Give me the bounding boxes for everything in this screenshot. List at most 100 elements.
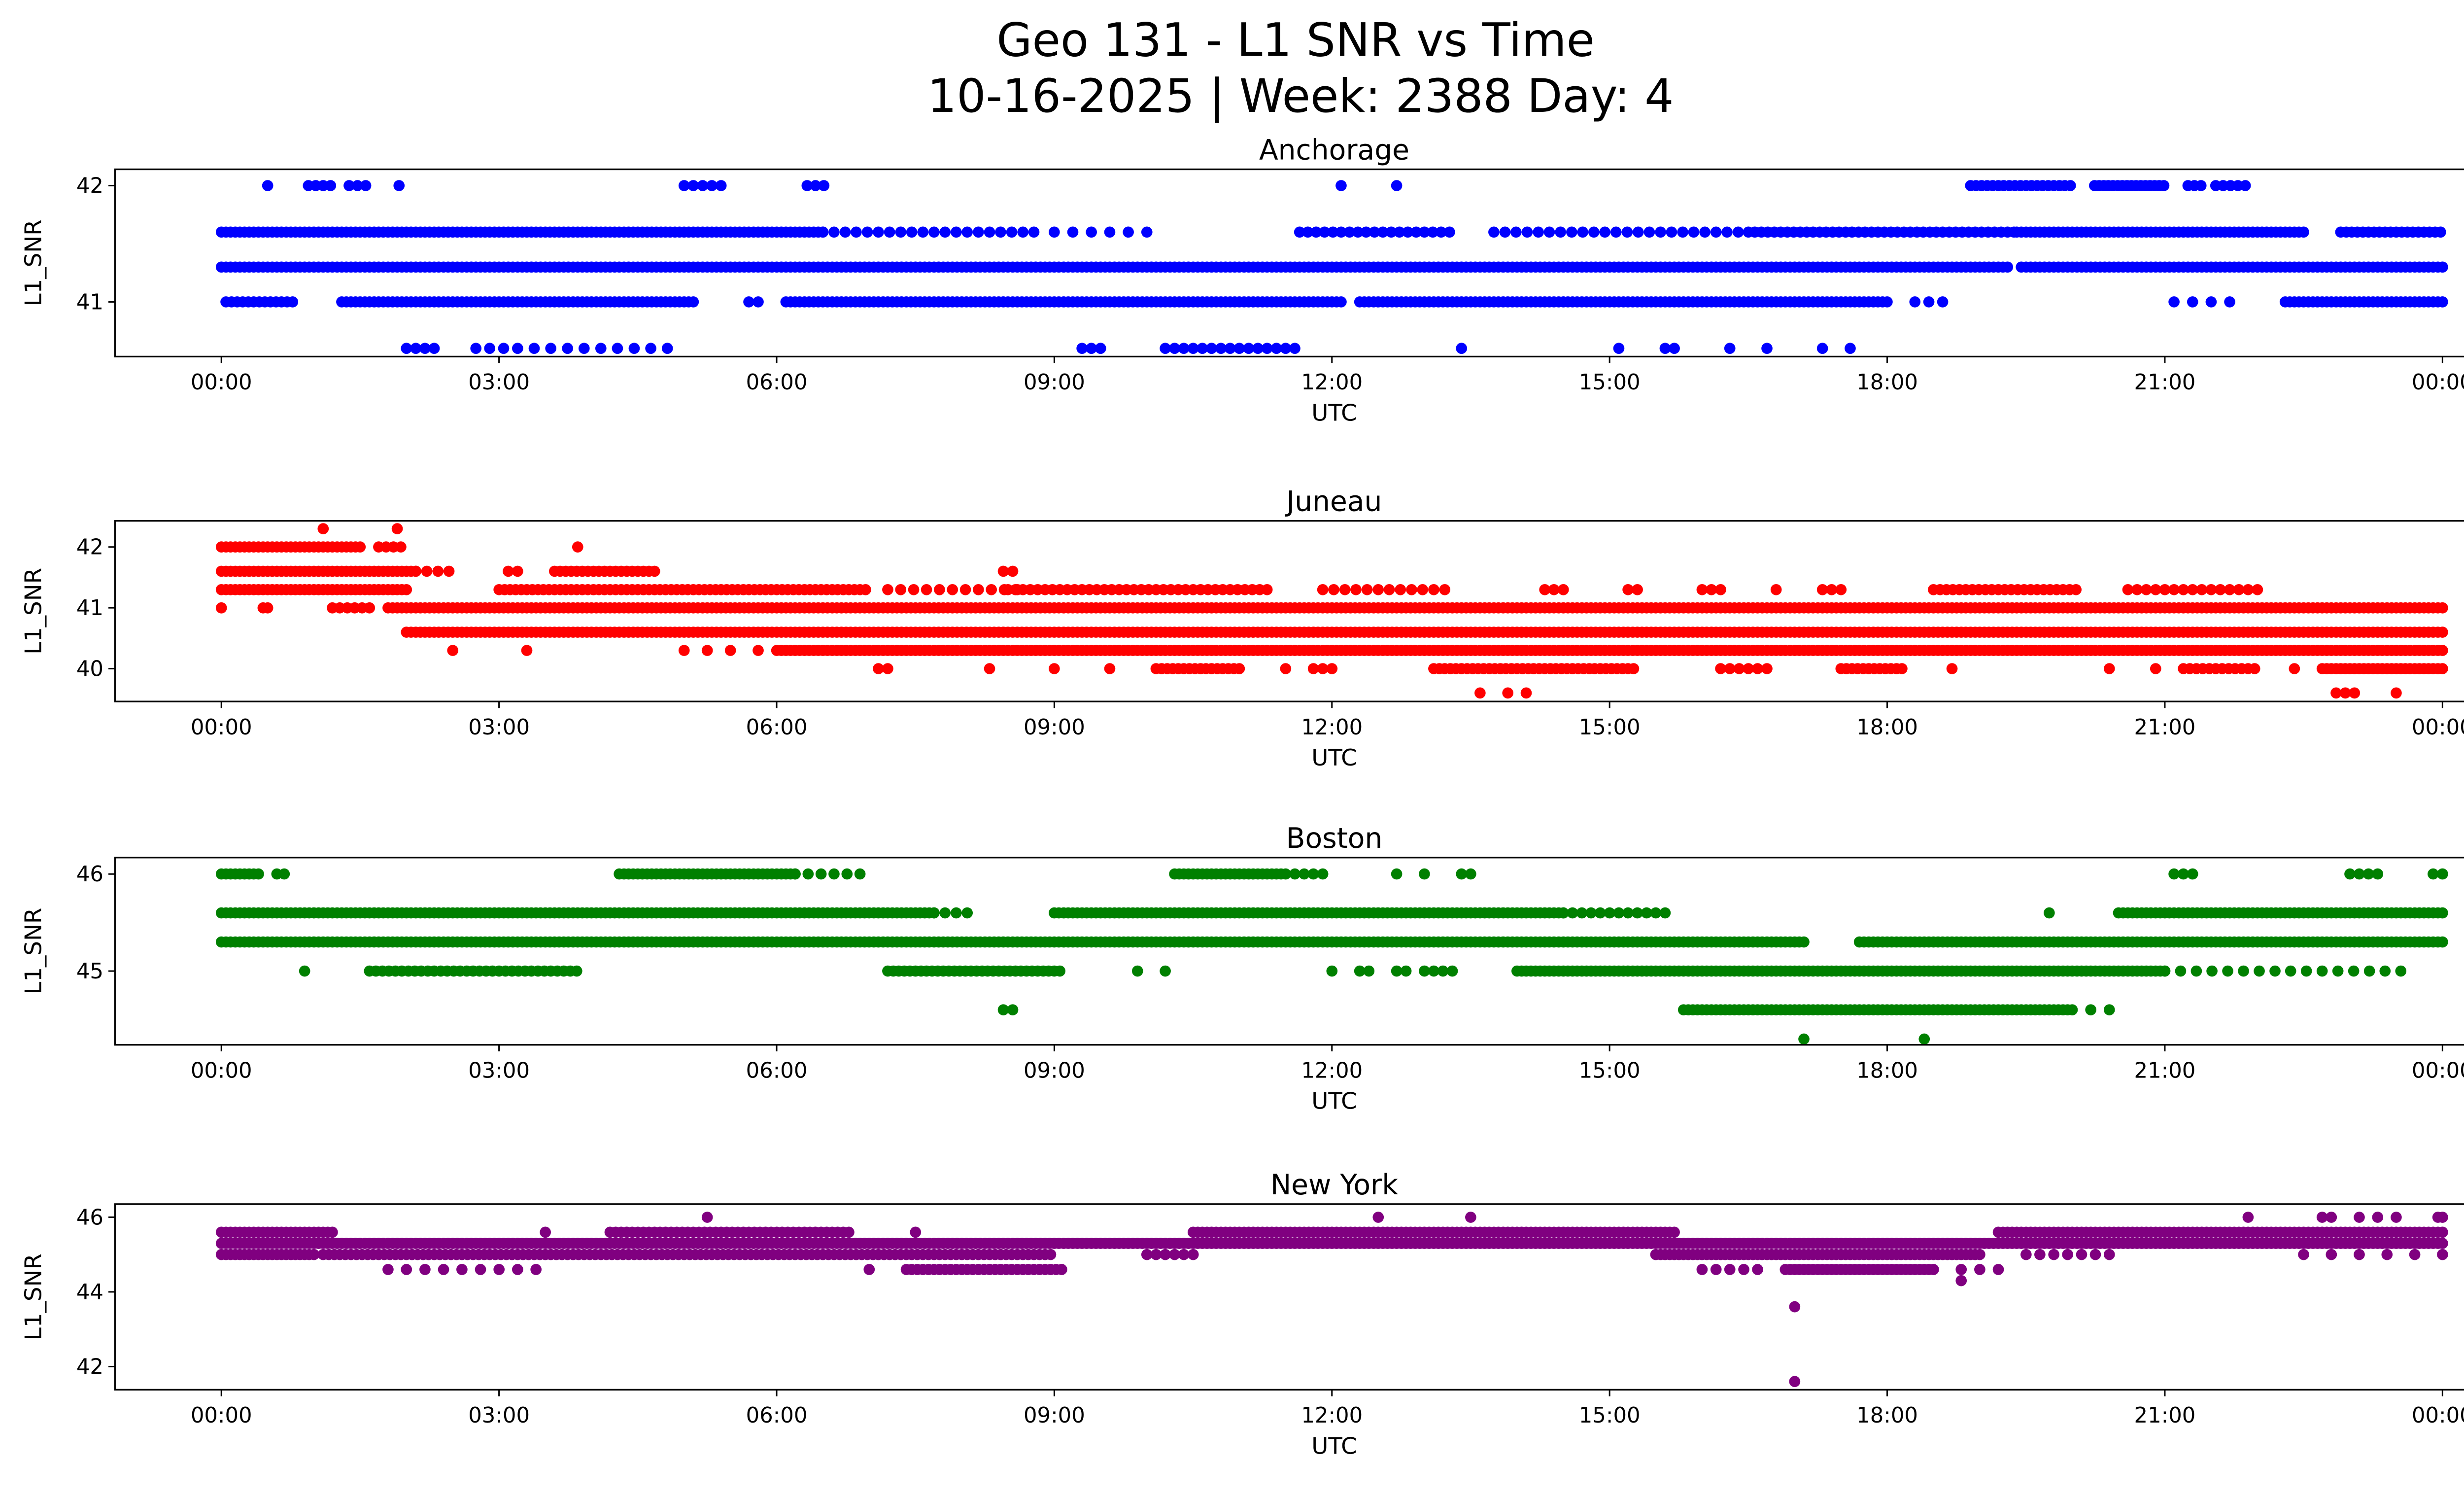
data-point (851, 226, 862, 238)
x-tick-label: 00:00 (2412, 370, 2464, 395)
data-point (961, 907, 973, 919)
x-tick-label: 12:00 (1301, 1058, 1363, 1083)
x-axis-label: UTC (1311, 1088, 1357, 1115)
data-point (2391, 1212, 2402, 1223)
y-tick-label: 42 (76, 174, 103, 199)
data-point (2206, 965, 2218, 977)
data-point (2150, 663, 2161, 674)
data-point (882, 663, 893, 674)
data-point (1499, 226, 1511, 238)
data-point (1233, 343, 1245, 354)
data-point (1335, 226, 1347, 238)
data-point (2224, 584, 2235, 595)
data-point (1816, 343, 1828, 354)
data-point (1243, 343, 1255, 354)
data-point (753, 645, 764, 656)
data-point (724, 645, 736, 656)
data-point (984, 226, 995, 238)
data-point (860, 584, 871, 595)
data-point (2437, 936, 2448, 948)
data-point (1302, 226, 1314, 238)
data-point (1798, 1033, 1810, 1045)
data-point (939, 226, 951, 238)
data-point (410, 565, 422, 577)
data-point (1419, 868, 1430, 880)
y-axis-label: L1_SNR (20, 908, 47, 995)
data-point (1456, 343, 1468, 354)
data-point (1743, 663, 1754, 674)
data-point (364, 602, 376, 614)
data-point (317, 523, 329, 534)
data-point (1327, 226, 1339, 238)
data-point (841, 868, 853, 880)
y-tick-label: 40 (76, 657, 103, 682)
data-point (801, 180, 813, 191)
data-point (1710, 226, 1722, 238)
data-point (1178, 343, 1190, 354)
data-point (687, 296, 699, 308)
data-point (512, 343, 523, 354)
data-point (2249, 663, 2260, 674)
data-point (1715, 584, 1726, 595)
data-point (1724, 343, 1736, 354)
data-point (545, 343, 556, 354)
x-tick-label: 00:00 (191, 715, 252, 740)
data-point (2122, 584, 2134, 595)
data-point (2285, 965, 2296, 977)
data-point (343, 180, 355, 191)
x-tick-label: 09:00 (1024, 1058, 1085, 1083)
data-point (1007, 565, 1019, 577)
data-point (1923, 296, 1935, 308)
data-point (628, 343, 640, 354)
data-point (2224, 296, 2235, 308)
data-point (2233, 584, 2245, 595)
data-point (1335, 180, 1347, 191)
data-point (678, 645, 690, 656)
data-point (1669, 343, 1680, 354)
data-point (484, 343, 496, 354)
data-point (1488, 226, 1500, 238)
axes-frame (114, 520, 2464, 702)
data-point (2437, 626, 2448, 638)
data-point (1352, 226, 1364, 238)
data-point (1406, 584, 1417, 595)
data-point (1628, 663, 1640, 674)
data-point (428, 343, 440, 354)
data-point (928, 226, 940, 238)
data-point (1721, 226, 1733, 238)
data-point (706, 180, 718, 191)
data-point (1317, 663, 1329, 674)
data-point (1261, 584, 1273, 595)
data-point (421, 565, 433, 577)
data-point (1310, 226, 1322, 238)
data-point (715, 180, 727, 191)
data-point (2300, 965, 2312, 977)
data-point (649, 565, 660, 577)
data-point (1548, 584, 1560, 595)
data-point (917, 226, 929, 238)
data-point (1197, 343, 1208, 354)
data-point (2437, 261, 2448, 273)
data-point (2363, 965, 2375, 977)
data-point (1086, 343, 1097, 354)
x-tick-label: 00:00 (191, 1058, 252, 1083)
data-point (1224, 343, 1236, 354)
data-point (2239, 180, 2251, 191)
data-point (1896, 663, 1908, 674)
x-tick-label: 18:00 (1856, 370, 1918, 395)
data-point (562, 343, 573, 354)
y-axis-label: L1_SNR (20, 568, 47, 655)
data-point (645, 343, 656, 354)
data-point (1067, 226, 1079, 238)
subplot-title: Juneau (1285, 486, 1382, 518)
data-point (578, 343, 590, 354)
data-point (2175, 965, 2187, 977)
data-point (2344, 868, 2356, 880)
data-point (2437, 868, 2448, 880)
data-point (2339, 687, 2351, 699)
data-point (2187, 296, 2198, 308)
x-tick-label: 18:00 (1856, 715, 1918, 740)
data-point (1280, 343, 1292, 354)
